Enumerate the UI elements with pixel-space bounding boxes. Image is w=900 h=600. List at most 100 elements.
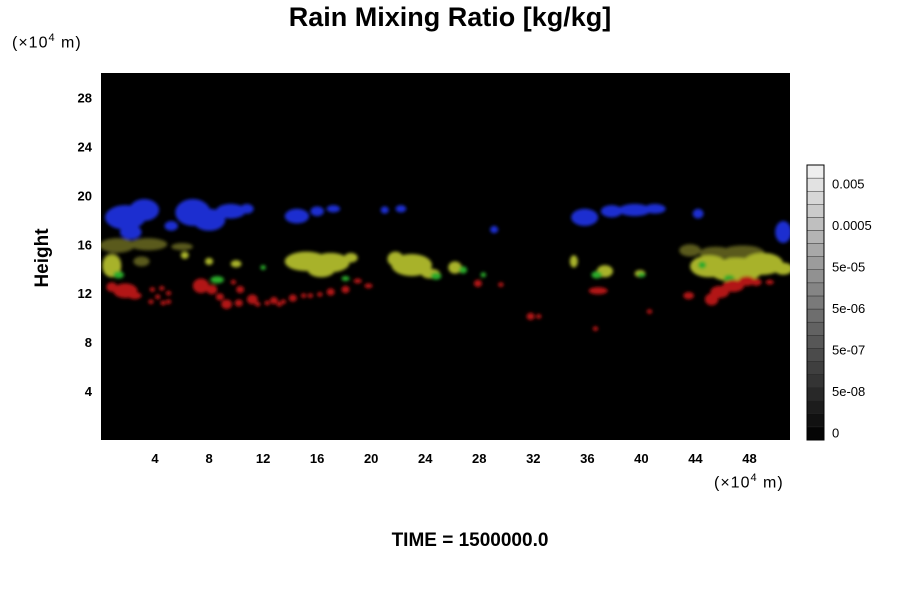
colorbar-tick-label: 0.005: [832, 177, 865, 192]
red-blob: [221, 299, 233, 310]
y-tick-label: 12: [78, 286, 92, 301]
y-tick-label: 28: [78, 90, 92, 105]
red-blob: [353, 278, 362, 284]
x-axis-ticks: 4 8 12 16 20 24 28 32 36 40 44 48: [151, 451, 756, 466]
colorbar-segment: [806, 348, 825, 362]
colorbar-tick-label: 0.0005: [832, 218, 872, 233]
blue-blob: [310, 206, 324, 217]
green-blob: [430, 272, 442, 280]
chart-title: Rain Mixing Ratio [kg/kg]: [288, 2, 612, 32]
colorbar-segment: [806, 295, 825, 310]
red-blob: [149, 287, 156, 292]
x-tick-label: 4: [151, 451, 159, 466]
x-axis-unit: (×104 m): [714, 472, 784, 492]
blue-blob: [326, 205, 341, 213]
blue-blob: [129, 199, 160, 222]
red-blob: [765, 279, 774, 285]
colorbar-segment: [806, 204, 825, 218]
red-blob: [526, 312, 535, 321]
x-unit-exponent: 4: [750, 472, 758, 484]
colorbar-segment: [806, 335, 825, 349]
x-tick-label: 28: [472, 451, 486, 466]
green-blob: [459, 266, 468, 274]
colorbar-segment: [806, 256, 825, 270]
x-tick-label: 36: [580, 451, 594, 466]
colorbar-tick-label: 5e-07: [832, 343, 865, 358]
y-axis-ticks: 4 8 12 16 20 24 28: [78, 90, 93, 399]
blue-blob: [192, 208, 226, 231]
red-blob: [165, 299, 172, 305]
olive-blob: [679, 244, 701, 257]
green-blob: [480, 272, 487, 278]
colorbar-segment: [806, 387, 825, 401]
x-tick-label: 32: [526, 451, 540, 466]
red-blob: [159, 285, 165, 291]
red-blob: [264, 300, 270, 306]
blue-blob: [240, 203, 254, 214]
x-tick-label: 48: [742, 451, 756, 466]
blue-blob: [618, 203, 651, 217]
colorbar-tick-label: 5e-05: [832, 260, 865, 275]
blue-blob: [775, 221, 790, 244]
red-blob: [473, 279, 482, 288]
olive-blob: [129, 238, 168, 251]
blue-blob: [600, 205, 623, 218]
x-tick-label: 24: [418, 451, 433, 466]
yellow-green-blob: [773, 262, 790, 275]
y-tick-label: 4: [85, 384, 93, 399]
x-tick-label: 16: [310, 451, 324, 466]
red-blob: [128, 291, 142, 300]
red-blob: [683, 291, 695, 300]
x-tick-label: 12: [256, 451, 270, 466]
colorbar-tick-label: 5e-08: [832, 384, 865, 399]
red-blob: [722, 279, 745, 292]
green-blob: [591, 271, 603, 279]
green-blob: [341, 276, 350, 281]
red-blob: [160, 300, 166, 306]
yellow-green-blob: [205, 257, 214, 266]
red-blob: [536, 313, 542, 319]
red-blob: [288, 294, 297, 302]
red-blob: [750, 278, 762, 286]
red-blob: [234, 299, 243, 307]
green-blob: [698, 261, 707, 269]
blue-blob: [571, 208, 599, 226]
colorbar-frame: [806, 164, 825, 441]
blue-blob: [395, 205, 407, 213]
colorbar-segment: [806, 269, 825, 284]
colorbar-segment: [806, 217, 825, 231]
blue-blob: [284, 208, 310, 224]
red-blob: [148, 299, 154, 305]
blue-blob: [119, 224, 142, 240]
green-blob: [260, 265, 266, 270]
red-blob: [498, 282, 504, 288]
red-blob: [300, 293, 307, 299]
olive-blob: [171, 243, 193, 251]
red-blob: [206, 284, 218, 295]
x-tick-label: 40: [634, 451, 648, 466]
colorbar-segment: [806, 230, 825, 244]
red-blob: [230, 279, 237, 285]
yellow-green-blob: [230, 260, 242, 268]
red-blob: [364, 283, 373, 289]
yellow-green-blob: [569, 255, 578, 268]
y-unit-exponent: 4: [48, 32, 56, 44]
red-blob: [246, 294, 258, 305]
colorbar: 0 5e-08 5e-07 5e-06 5e-05 0.0005 0.005: [806, 164, 872, 441]
red-blob: [738, 276, 755, 286]
red-blob: [280, 299, 287, 305]
red-blob: [236, 285, 245, 294]
red-blob: [588, 287, 608, 295]
colorbar-segment: [806, 164, 825, 179]
colorbar-segment: [806, 243, 825, 257]
red-blob: [317, 291, 323, 297]
red-blob: [592, 326, 599, 332]
red-blob: [192, 278, 210, 294]
colorbar-segment: [806, 361, 825, 375]
x-unit-prefix: (×10: [714, 474, 751, 492]
colorbar-segment: [806, 308, 825, 323]
yellow-green-blob: [742, 252, 784, 275]
time-label: TIME = 1500000.0: [391, 530, 549, 551]
x-tick-label: 20: [364, 451, 378, 466]
